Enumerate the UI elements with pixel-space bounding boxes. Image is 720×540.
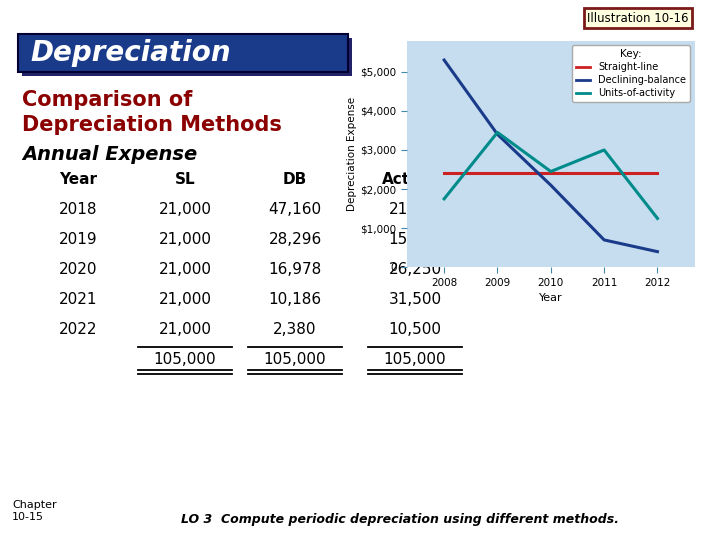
Text: 21,000: 21,000 bbox=[158, 232, 212, 247]
Text: Depreciation: Depreciation bbox=[30, 39, 230, 67]
FancyBboxPatch shape bbox=[18, 34, 348, 72]
Text: Chapter
10-15: Chapter 10-15 bbox=[12, 501, 57, 522]
FancyBboxPatch shape bbox=[22, 38, 352, 76]
Text: 105,000: 105,000 bbox=[264, 352, 326, 367]
Text: 47,160: 47,160 bbox=[269, 202, 322, 217]
Text: Depreciation Methods: Depreciation Methods bbox=[22, 115, 282, 135]
Text: 2020: 2020 bbox=[59, 262, 97, 277]
Text: 2018: 2018 bbox=[59, 202, 97, 217]
Text: 21,000: 21,000 bbox=[158, 202, 212, 217]
Text: 10,186: 10,186 bbox=[269, 292, 322, 307]
Text: 2022: 2022 bbox=[59, 322, 97, 337]
Text: 105,000: 105,000 bbox=[153, 352, 216, 367]
Text: 2021: 2021 bbox=[59, 292, 97, 307]
Text: Comparison of: Comparison of bbox=[22, 90, 192, 110]
Text: 10,500: 10,500 bbox=[389, 322, 441, 337]
Legend: Straight-line, Declining-balance, Units-of-activity: Straight-line, Declining-balance, Units-… bbox=[572, 45, 690, 102]
Text: 2,380: 2,380 bbox=[274, 322, 317, 337]
Text: 21,000: 21,000 bbox=[158, 322, 212, 337]
Text: 28,296: 28,296 bbox=[269, 232, 322, 247]
Text: 21,000: 21,000 bbox=[158, 292, 212, 307]
Text: Year: Year bbox=[59, 172, 97, 187]
Text: Illustration 10-16: Illustration 10-16 bbox=[588, 11, 689, 24]
Text: Annual Expense: Annual Expense bbox=[22, 145, 197, 164]
Text: Activity: Activity bbox=[382, 172, 448, 187]
Text: 21,000: 21,000 bbox=[158, 262, 212, 277]
Text: 21,000: 21,000 bbox=[389, 202, 441, 217]
Text: 26,250: 26,250 bbox=[388, 262, 441, 277]
Text: 105,000: 105,000 bbox=[384, 352, 446, 367]
Text: 15,750: 15,750 bbox=[389, 232, 441, 247]
Y-axis label: Depreciation Expense: Depreciation Expense bbox=[348, 97, 358, 211]
Text: DB: DB bbox=[283, 172, 307, 187]
Text: 16,978: 16,978 bbox=[269, 262, 322, 277]
Text: LO 3  Compute periodic depreciation using different methods.: LO 3 Compute periodic depreciation using… bbox=[181, 513, 619, 526]
Text: 31,500: 31,500 bbox=[388, 292, 441, 307]
Text: SL: SL bbox=[175, 172, 195, 187]
Text: 2019: 2019 bbox=[59, 232, 97, 247]
X-axis label: Year: Year bbox=[539, 293, 562, 303]
